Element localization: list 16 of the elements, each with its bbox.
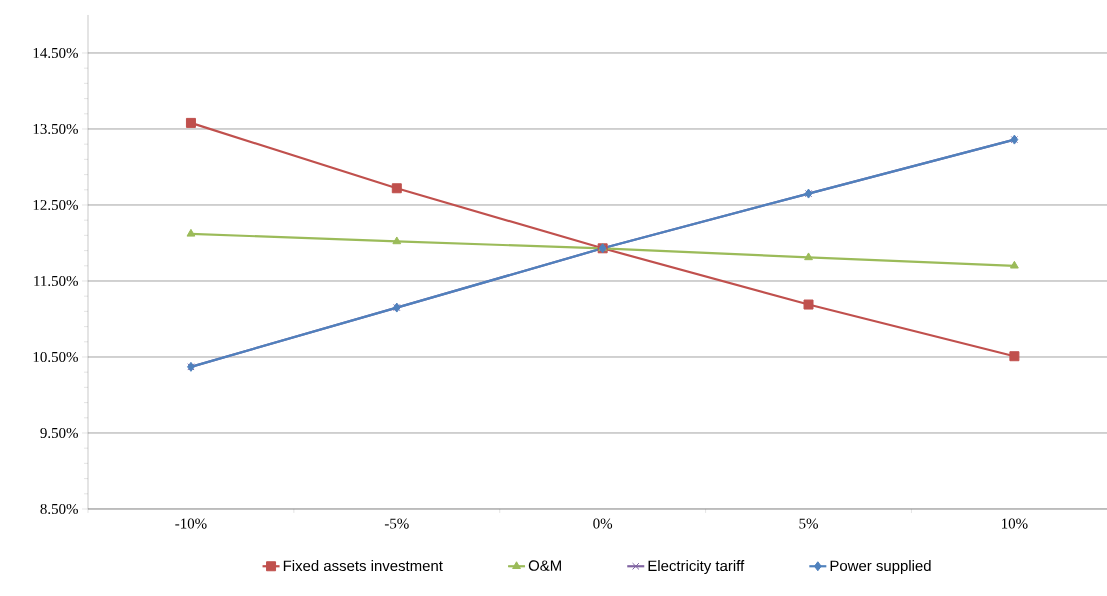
y-tick-label: 10.50% (33, 351, 78, 363)
y-tick-label: 12.50% (33, 199, 78, 211)
legend-label: Power supplied (830, 560, 931, 575)
x-tick-label: 0% (593, 518, 613, 529)
legend-label: Electricity tariff (648, 560, 745, 575)
x-tick-label: 10% (1002, 518, 1028, 529)
y-tick-label: 11.50% (34, 275, 78, 287)
y-tick-label: 9.50% (40, 427, 78, 439)
legend-label: Fixed assets investment (283, 560, 443, 572)
x-tick-label: -5% (384, 518, 409, 529)
y-tick-label: 8.50% (40, 503, 78, 515)
y-tick-label: 14.50% (33, 47, 78, 59)
x-tick-label: -10% (175, 518, 207, 529)
legend-label: O&M (528, 560, 561, 571)
y-tick-label: 13.50% (33, 123, 78, 135)
x-tick-label: 5% (799, 518, 818, 529)
